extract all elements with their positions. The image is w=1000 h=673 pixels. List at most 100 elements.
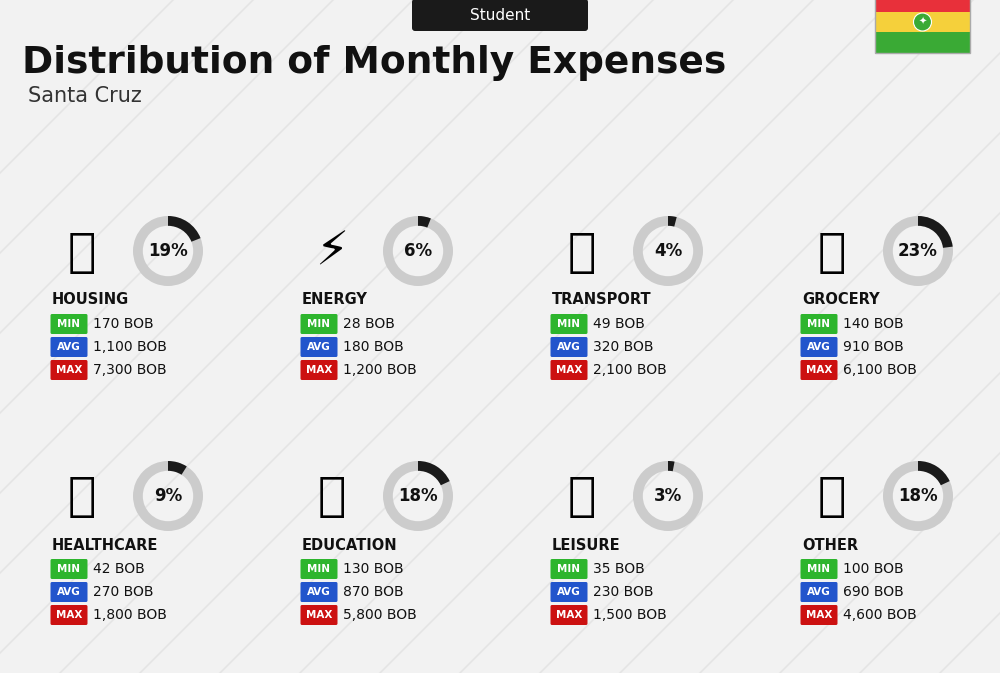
Text: 140 BOB: 140 BOB: [843, 317, 904, 331]
Wedge shape: [918, 461, 950, 485]
Text: HOUSING: HOUSING: [52, 293, 129, 308]
Text: MIN: MIN: [58, 564, 80, 574]
Text: 49 BOB: 49 BOB: [593, 317, 645, 331]
FancyBboxPatch shape: [550, 559, 588, 579]
FancyBboxPatch shape: [550, 582, 588, 602]
Text: MAX: MAX: [806, 365, 832, 375]
Text: 35 BOB: 35 BOB: [593, 562, 645, 576]
Text: MIN: MIN: [308, 319, 330, 329]
Text: MIN: MIN: [558, 564, 580, 574]
Text: 6,100 BOB: 6,100 BOB: [843, 363, 917, 377]
Text: AVG: AVG: [557, 342, 581, 352]
FancyBboxPatch shape: [550, 605, 588, 625]
Text: 18%: 18%: [898, 487, 938, 505]
Text: ⚡: ⚡: [315, 230, 349, 275]
Wedge shape: [168, 216, 201, 242]
Text: 18%: 18%: [398, 487, 438, 505]
FancyBboxPatch shape: [800, 337, 838, 357]
Wedge shape: [133, 461, 203, 531]
Text: MAX: MAX: [306, 610, 332, 620]
Wedge shape: [918, 216, 953, 248]
Text: 💰: 💰: [818, 476, 846, 520]
Text: 🛒: 🛒: [818, 230, 846, 275]
Bar: [875, 0, 970, 53]
Wedge shape: [418, 216, 431, 227]
Text: 1,800 BOB: 1,800 BOB: [93, 608, 167, 622]
Wedge shape: [668, 216, 677, 227]
Text: 🚌: 🚌: [568, 230, 596, 275]
Wedge shape: [668, 461, 675, 471]
Wedge shape: [633, 216, 703, 286]
FancyBboxPatch shape: [550, 314, 588, 334]
Text: MIN: MIN: [558, 319, 580, 329]
Text: AVG: AVG: [807, 342, 831, 352]
Text: 910 BOB: 910 BOB: [843, 340, 904, 354]
Text: 690 BOB: 690 BOB: [843, 585, 904, 599]
Text: 23%: 23%: [898, 242, 938, 260]
Text: AVG: AVG: [307, 587, 331, 597]
Text: ENERGY: ENERGY: [302, 293, 368, 308]
FancyBboxPatch shape: [800, 314, 838, 334]
FancyBboxPatch shape: [300, 605, 338, 625]
Wedge shape: [133, 216, 203, 286]
Bar: [875, 11, 970, 32]
Text: 6%: 6%: [404, 242, 432, 260]
Wedge shape: [883, 461, 953, 531]
Text: 28 BOB: 28 BOB: [343, 317, 395, 331]
FancyBboxPatch shape: [300, 582, 338, 602]
Text: OTHER: OTHER: [802, 538, 858, 553]
Text: ✦: ✦: [918, 17, 927, 26]
Text: AVG: AVG: [557, 587, 581, 597]
FancyBboxPatch shape: [300, 314, 338, 334]
FancyBboxPatch shape: [50, 360, 88, 380]
Text: Distribution of Monthly Expenses: Distribution of Monthly Expenses: [22, 45, 726, 81]
Text: 🎓: 🎓: [318, 476, 346, 520]
Wedge shape: [633, 461, 703, 531]
Text: 1,100 BOB: 1,100 BOB: [93, 340, 167, 354]
FancyBboxPatch shape: [50, 337, 88, 357]
Text: 2,100 BOB: 2,100 BOB: [593, 363, 667, 377]
Text: LEISURE: LEISURE: [552, 538, 621, 553]
Text: MAX: MAX: [556, 610, 582, 620]
Text: MIN: MIN: [808, 564, 830, 574]
Text: Santa Cruz: Santa Cruz: [28, 86, 142, 106]
FancyBboxPatch shape: [50, 582, 88, 602]
Text: MAX: MAX: [556, 365, 582, 375]
Text: AVG: AVG: [307, 342, 331, 352]
FancyBboxPatch shape: [50, 605, 88, 625]
Wedge shape: [418, 461, 450, 485]
Text: 42 BOB: 42 BOB: [93, 562, 145, 576]
Text: 1,200 BOB: 1,200 BOB: [343, 363, 417, 377]
Text: 100 BOB: 100 BOB: [843, 562, 904, 576]
Text: 230 BOB: 230 BOB: [593, 585, 654, 599]
Text: MAX: MAX: [806, 610, 832, 620]
Wedge shape: [883, 216, 953, 286]
Text: AVG: AVG: [57, 587, 81, 597]
Text: HEALTHCARE: HEALTHCARE: [52, 538, 158, 553]
Wedge shape: [383, 216, 453, 286]
FancyBboxPatch shape: [50, 559, 88, 579]
Text: MIN: MIN: [58, 319, 80, 329]
Text: 180 BOB: 180 BOB: [343, 340, 404, 354]
Text: 🫀: 🫀: [68, 476, 96, 520]
Text: AVG: AVG: [57, 342, 81, 352]
FancyBboxPatch shape: [800, 360, 838, 380]
Text: 19%: 19%: [148, 242, 188, 260]
FancyBboxPatch shape: [550, 360, 588, 380]
Text: 5,800 BOB: 5,800 BOB: [343, 608, 417, 622]
Text: 170 BOB: 170 BOB: [93, 317, 154, 331]
FancyBboxPatch shape: [300, 337, 338, 357]
Wedge shape: [168, 461, 187, 474]
Text: MAX: MAX: [306, 365, 332, 375]
FancyBboxPatch shape: [800, 582, 838, 602]
Text: AVG: AVG: [807, 587, 831, 597]
FancyBboxPatch shape: [800, 605, 838, 625]
Circle shape: [914, 13, 932, 31]
Text: MAX: MAX: [56, 610, 82, 620]
Text: GROCERY: GROCERY: [802, 293, 880, 308]
Text: 4%: 4%: [654, 242, 682, 260]
Text: 🏢: 🏢: [68, 230, 96, 275]
Text: 870 BOB: 870 BOB: [343, 585, 404, 599]
Bar: [875, 32, 970, 53]
Text: Student: Student: [470, 7, 530, 22]
